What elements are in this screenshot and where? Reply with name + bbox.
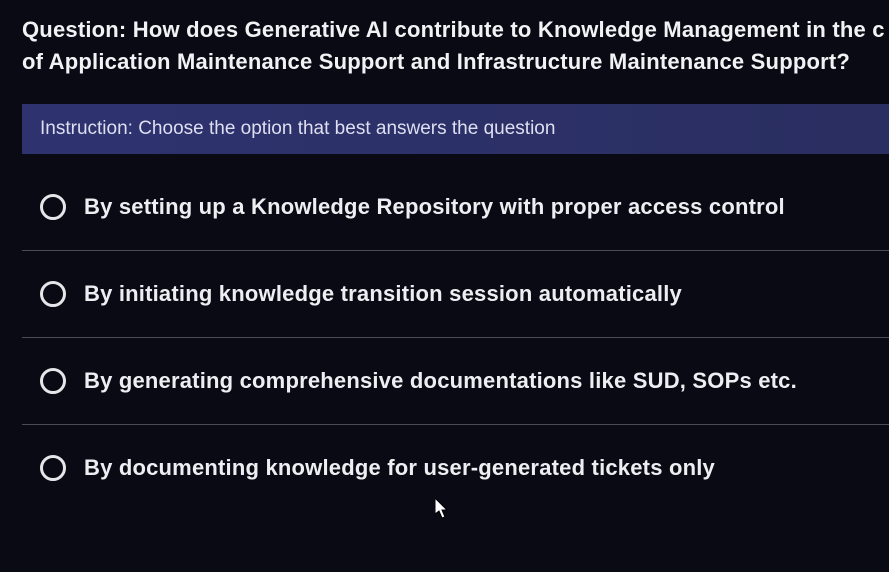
option-row[interactable]: By setting up a Knowledge Repository wit… bbox=[22, 164, 889, 251]
question-text: Question: How does Generative AI contrib… bbox=[22, 14, 889, 78]
radio-icon[interactable] bbox=[40, 368, 66, 394]
option-label: By initiating knowledge transition sessi… bbox=[84, 281, 682, 307]
option-row[interactable]: By documenting knowledge for user-genera… bbox=[22, 425, 889, 511]
options-list: By setting up a Knowledge Repository wit… bbox=[22, 164, 889, 511]
option-row[interactable]: By generating comprehensive documentatio… bbox=[22, 338, 889, 425]
radio-icon[interactable] bbox=[40, 455, 66, 481]
quiz-page: Question: How does Generative AI contrib… bbox=[0, 0, 889, 511]
option-row[interactable]: By initiating knowledge transition sessi… bbox=[22, 251, 889, 338]
question-line-1: Question: How does Generative AI contrib… bbox=[22, 17, 885, 42]
option-label: By generating comprehensive documentatio… bbox=[84, 368, 797, 394]
question-line-2: of Application Maintenance Support and I… bbox=[22, 49, 850, 74]
option-label: By documenting knowledge for user-genera… bbox=[84, 455, 715, 481]
instruction-banner: Instruction: Choose the option that best… bbox=[22, 104, 889, 154]
radio-icon[interactable] bbox=[40, 281, 66, 307]
radio-icon[interactable] bbox=[40, 194, 66, 220]
instruction-text: Instruction: Choose the option that best… bbox=[40, 118, 555, 139]
option-label: By setting up a Knowledge Repository wit… bbox=[84, 194, 785, 220]
